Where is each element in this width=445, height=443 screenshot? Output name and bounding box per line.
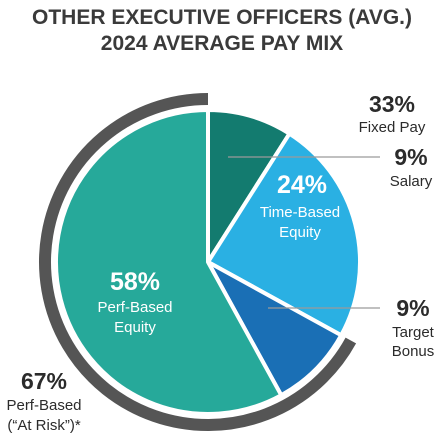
at-risk-label-1: Perf-Based [6,397,81,414]
fixed-pay-label: Fixed Pay [359,119,426,136]
target-bonus-label-1: Target [392,324,435,341]
at-risk-percent: 67% [21,368,67,394]
salary-label: Salary [390,173,433,190]
pie-slice-time-based-equity [206,131,362,338]
at-risk-label-2: (“At Risk”)* [7,417,80,434]
perf-based-equity-percent: 58% [110,268,160,296]
target-bonus-label-2: Bonus [392,343,435,360]
chart-title-line-1: OTHER EXECUTIVE OFFICERS (AVG.) [32,6,412,29]
salary-percent: 9% [394,144,427,170]
perf-based-equity-label-2: Equity [114,319,156,336]
time-based-equity-label-2: Equity [279,224,321,241]
time-based-equity-percent: 24% [277,171,327,199]
at-risk-ring [39,93,357,431]
fixed-pay-percent: 33% [369,91,415,117]
target-bonus-percent: 9% [396,295,429,321]
time-based-equity-label-1: Time-Based [260,204,340,221]
pie-slices [54,108,362,416]
chart-title-line-2: 2024 AVERAGE PAY MIX [101,32,343,55]
pie-slice-perf-based-equity [54,108,284,416]
perf-based-equity-label-1: Perf-Based [97,299,172,316]
